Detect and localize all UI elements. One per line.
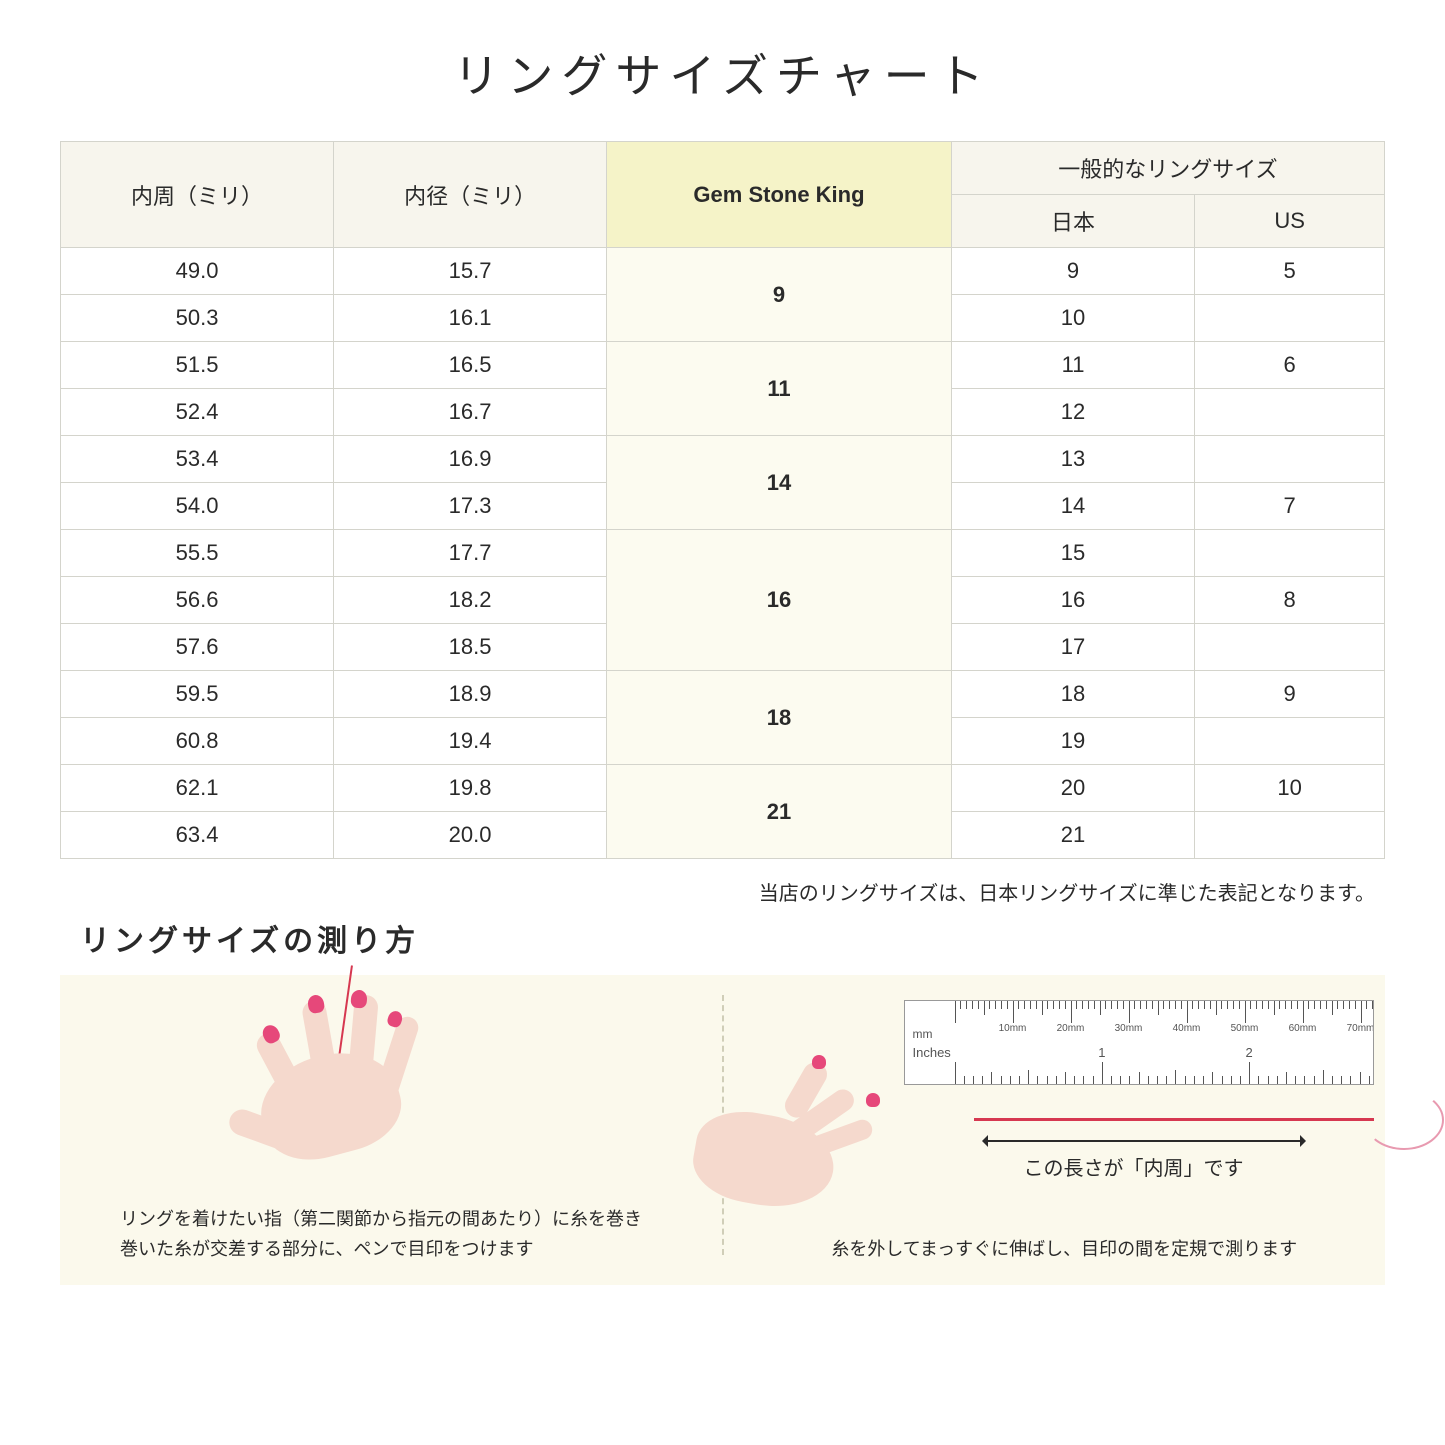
hand-illustration-left [220, 975, 500, 1175]
instruction-step-2: mm Inches 10mm20mm30mm40mm50mm60mm70mm12… [724, 975, 1386, 1285]
table-row: 53.416.91413 [61, 436, 1385, 483]
col-diameter: 内径（ミリ） [334, 142, 607, 248]
table-row: 51.516.511116 [61, 342, 1385, 389]
col-japan: 日本 [951, 195, 1194, 248]
table-row: 59.518.918189 [61, 671, 1385, 718]
ring-size-table: 内周（ミリ） 内径（ミリ） Gem Stone King 一般的なリングサイズ … [60, 141, 1385, 859]
arrow-label: この長さが「内周」です [1024, 1152, 1244, 1181]
instructions-title: リングサイズの測り方 [80, 916, 1385, 960]
instructions-panel: リングを着けたい指（第二関節から指元の間あたり）に糸を巻き 巻いた糸が交差する部… [60, 975, 1385, 1285]
table-row: 49.015.7995 [61, 248, 1385, 295]
table-row: 55.517.71615 [61, 530, 1385, 577]
col-gsk: Gem Stone King [607, 142, 952, 248]
hand-illustration-right [694, 1055, 914, 1215]
instruction-step-1: リングを着けたい指（第二関節から指元の間あたり）に糸を巻き 巻いた糸が交差する部… [60, 975, 722, 1285]
ruler-illustration: mm Inches 10mm20mm30mm40mm50mm60mm70mm12… [904, 1000, 1374, 1085]
col-us: US [1195, 195, 1385, 248]
table-note: 当店のリングサイズは、日本リングサイズに準じた表記となります。 [60, 877, 1375, 906]
instruction-text-2: 糸を外してまっすぐに伸ばし、目印の間を定規で測ります [784, 1234, 1346, 1265]
instruction-text-1: リングを着けたい指（第二関節から指元の間あたり）に糸を巻き 巻いた糸が交差する部… [120, 1204, 682, 1265]
table-row: 62.119.8212010 [61, 765, 1385, 812]
page-title: リングサイズチャート [60, 40, 1385, 106]
col-circumference: 内周（ミリ） [61, 142, 334, 248]
col-general: 一般的なリングサイズ [951, 142, 1384, 195]
